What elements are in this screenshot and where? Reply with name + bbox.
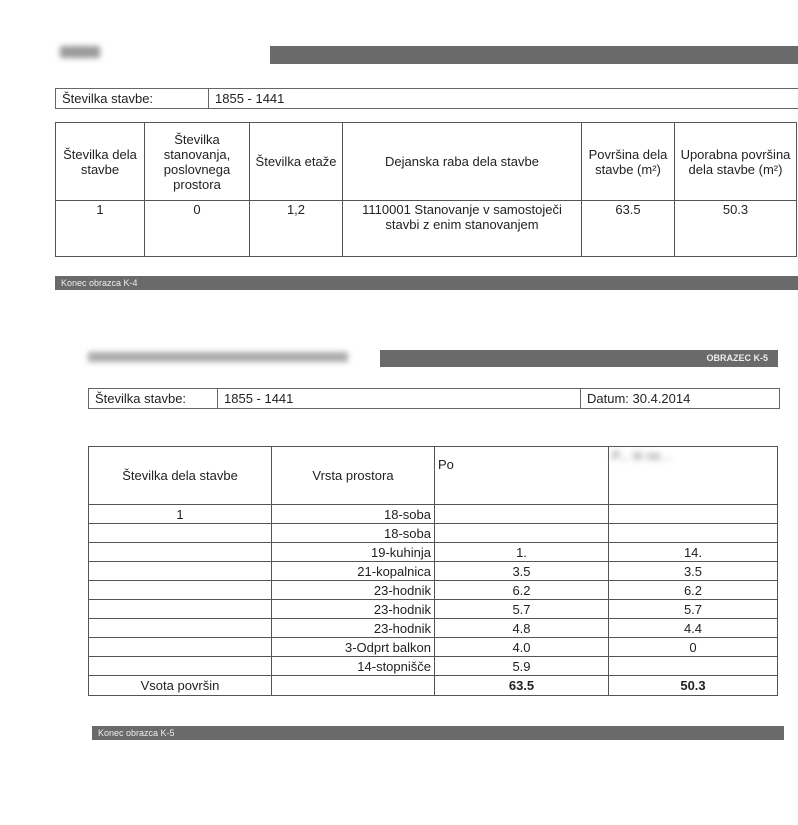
cell: 5.9 (434, 656, 609, 676)
cell (88, 561, 272, 581)
cell: 18-soba (271, 504, 435, 524)
header-cell: Številka dela stavbe (88, 446, 272, 505)
cell: 1 (88, 504, 272, 524)
cell: 5.7 (608, 599, 778, 619)
cell: 63.5 (581, 200, 675, 257)
total-area: 63.5 (434, 675, 609, 696)
cell: 19-kuhinja (271, 542, 435, 562)
table-row: 23-hodnik 5.7 5.7 (88, 599, 778, 619)
cell: 1. (434, 542, 609, 562)
k4-footer-bar: Konec obrazca K-4 (55, 276, 798, 290)
k4-table: Številka dela stavbe Številka stanovanja… (55, 122, 797, 257)
cell (608, 523, 778, 543)
header-cell: Številka stanovanja, poslovnega prostora (144, 122, 250, 201)
table-row: 1 18-soba (88, 504, 778, 524)
value: 1855 - 1441 (215, 91, 285, 106)
header-cell: P... ki se... (608, 446, 778, 505)
form-k4-header-bar (270, 46, 798, 64)
date: Datum: 30.4.2014 (587, 391, 691, 406)
label: Številka stavbe: (56, 89, 209, 108)
cell (88, 523, 272, 543)
cell: 18-soba (271, 523, 435, 543)
cell (434, 504, 609, 524)
label: Številka stavbe: (89, 389, 218, 408)
footer-text: Konec obrazca K-5 (98, 728, 175, 738)
cell (88, 599, 272, 619)
header-cell: Uporabna površina dela stavbe (m²) (674, 122, 797, 201)
header-cell: Številka etaže (249, 122, 343, 201)
cell: 14. (608, 542, 778, 562)
cell (88, 580, 272, 600)
cell: 4.4 (608, 618, 778, 638)
cell: 0 (608, 637, 778, 657)
table-row: 1 0 1,2 1110001 Stanovanje v samostoječi… (55, 200, 797, 257)
header-cell: Površina dela stavbe (m²) (581, 122, 675, 201)
table-row: 23-hodnik 4.8 4.4 (88, 618, 778, 638)
cell: 3-Odprt balkon (271, 637, 435, 657)
table-row: 3-Odprt balkon 4.0 0 (88, 637, 778, 657)
cell: 1 (55, 200, 145, 257)
header-cell: Vrsta prostora (271, 446, 435, 505)
table-row: 19-kuhinja 1. 14. (88, 542, 778, 562)
header-cell: Po (434, 446, 609, 505)
cell (88, 637, 272, 657)
cell (271, 675, 435, 696)
cell: 1,2 (249, 200, 343, 257)
form-title: OBRAZEC K-5 (706, 353, 768, 363)
cell: 21-kopalnica (271, 561, 435, 581)
cell: 6.2 (434, 580, 609, 600)
redacted-header (88, 352, 348, 362)
total-label: Vsota površin (88, 675, 272, 696)
table-row: 23-hodnik 6.2 6.2 (88, 580, 778, 600)
cell: 3.5 (608, 561, 778, 581)
table-row: 21-kopalnica 3.5 3.5 (88, 561, 778, 581)
cell (88, 656, 272, 676)
cell: 0 (144, 200, 250, 257)
redacted-header (60, 46, 100, 58)
cell: 50.3 (674, 200, 797, 257)
header-text: P... ki se... (612, 448, 672, 463)
cell: 4.8 (434, 618, 609, 638)
k5-table: Številka dela stavbe Vrsta prostora Po P… (88, 446, 778, 696)
footer-text: Konec obrazca K-4 (61, 278, 138, 288)
cell: 1110001 Stanovanje v samostoječi stavbi … (342, 200, 582, 257)
cell: 5.7 (434, 599, 609, 619)
value: 1855 - 1441 (218, 389, 581, 408)
header-text: Po (438, 457, 454, 472)
cell: 4.0 (434, 637, 609, 657)
cell (88, 542, 272, 562)
form-k5-header-bar: OBRAZEC K-5 (380, 350, 778, 367)
cell: 14-stopnišče (271, 656, 435, 676)
k4-building-number: Številka stavbe: 1855 - 1441 (55, 88, 798, 109)
cell (434, 523, 609, 543)
cell (88, 618, 272, 638)
cell: 6.2 (608, 580, 778, 600)
table-row: 18-soba (88, 523, 778, 543)
cell (608, 656, 778, 676)
k5-building-number: Številka stavbe: 1855 - 1441 Datum: 30.4… (88, 388, 780, 409)
cell: 23-hodnik (271, 618, 435, 638)
cell: 23-hodnik (271, 580, 435, 600)
table-row: 14-stopnišče 5.9 (88, 656, 778, 676)
total-row: Vsota površin 63.5 50.3 (88, 675, 778, 696)
header-cell: Številka dela stavbe (55, 122, 145, 201)
total-usable: 50.3 (608, 675, 778, 696)
cell: 23-hodnik (271, 599, 435, 619)
cell: 3.5 (434, 561, 609, 581)
k5-footer-bar: Konec obrazca K-5 (92, 726, 784, 740)
header-cell: Dejanska raba dela stavbe (342, 122, 582, 201)
cell (608, 504, 778, 524)
